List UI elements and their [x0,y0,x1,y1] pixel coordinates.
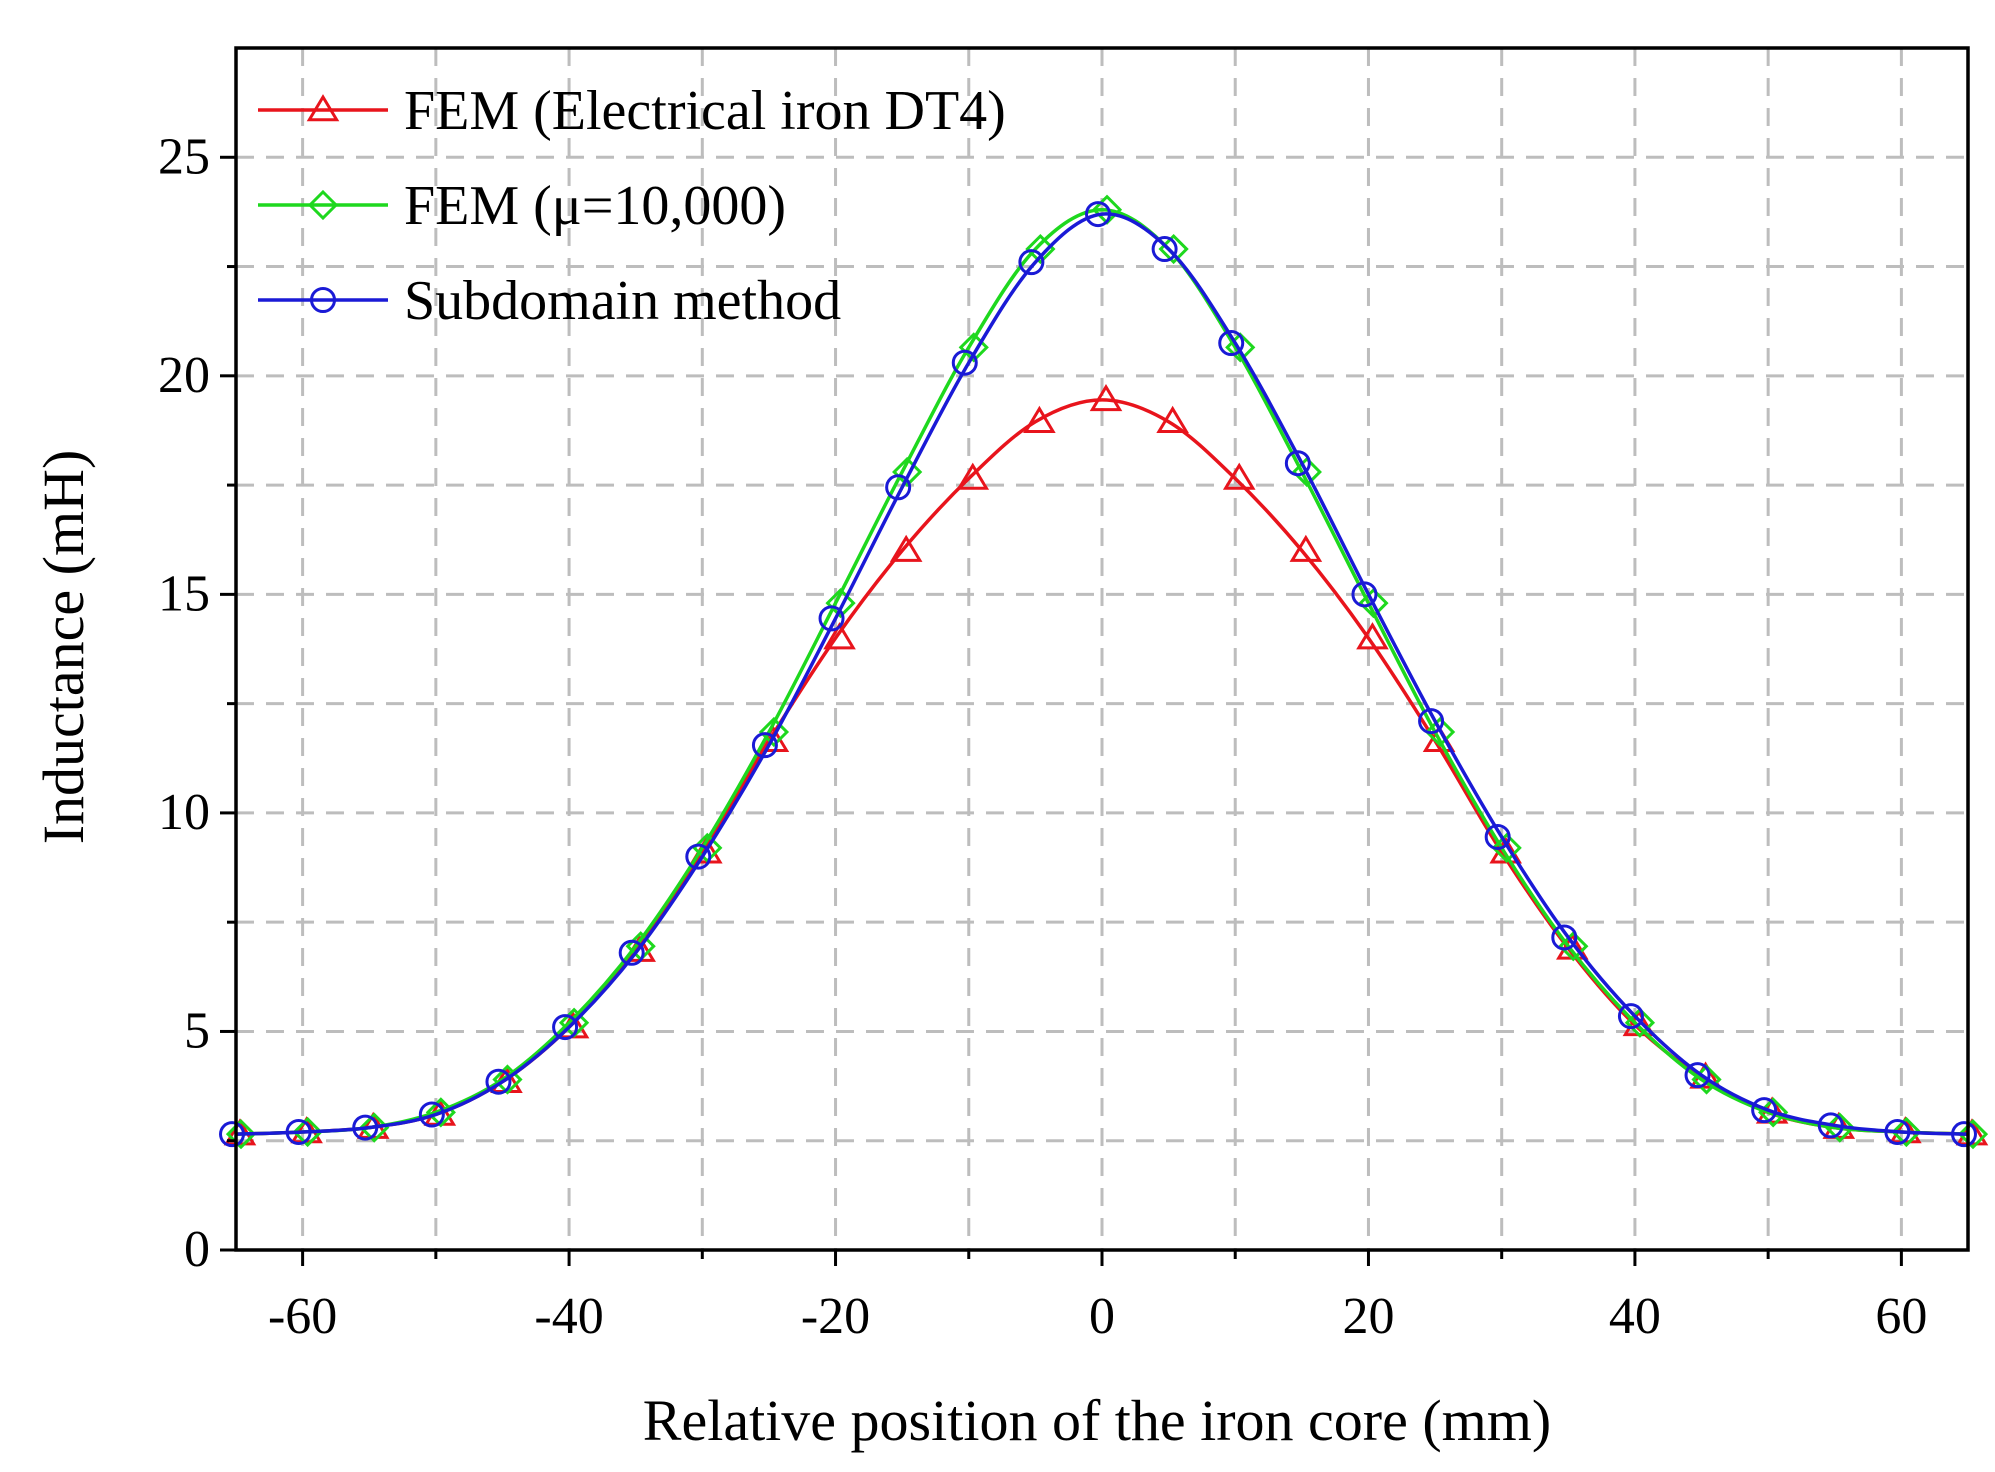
legend-marker [307,189,339,221]
data-point [552,1014,579,1041]
grid [236,48,1968,1250]
x-tick-label: -40 [534,1288,603,1345]
legend-label: FEM (μ=10,000) [404,175,786,237]
data-point [1351,581,1378,608]
data-point [1624,1007,1656,1038]
data-point [492,1064,523,1095]
y-tick-label: 15 [158,565,210,622]
data-point [1151,236,1178,263]
y-tick-label: 10 [158,784,210,841]
data-point [1218,330,1245,357]
legend-entry-3: Subdomain method [258,270,841,332]
y-tick-label: 25 [158,128,210,185]
data-point [758,716,790,748]
data-point [1284,450,1311,477]
data-point [1291,456,1322,488]
legend-label: FEM (Electrical iron DT4) [404,80,1006,142]
data-point [885,474,912,501]
x-axis-label: Relative position of the iron core (mm) [643,1388,1551,1453]
data-point [1617,1003,1644,1030]
legend-entry-2: FEM (μ=10,000) [258,175,786,237]
x-tick-label: 0 [1089,1288,1115,1345]
data-point [285,1118,312,1145]
legend-marker [306,94,340,122]
data-point [1289,534,1323,562]
data-point [1817,1112,1844,1139]
data-point [1691,1064,1722,1095]
legend-marker [310,287,336,313]
x-tick-label: 40 [1609,1288,1661,1345]
data-point [1891,1116,1922,1148]
data-point [1358,587,1389,619]
data-point [825,587,856,619]
x-tick-label: -20 [801,1288,870,1345]
y-tick-label: 5 [184,1002,210,1059]
data-point [1089,383,1123,412]
data-point [1684,1062,1711,1089]
series-group [219,194,1989,1150]
data-point [1222,462,1256,490]
data-point [1424,716,1456,748]
data-point [889,534,923,562]
data-point [1418,708,1445,735]
series-2 [225,194,1989,1150]
data-point [418,1101,445,1128]
data-point [1957,1119,1989,1150]
data-point [692,832,723,863]
data-point [1558,931,1589,962]
data-point [1551,924,1578,951]
data-point [1085,201,1111,228]
y-axis-label: Inductance (mH) [31,450,96,845]
y-tick-label: 0 [184,1221,210,1278]
data-point [485,1068,512,1095]
legend: FEM (Electrical iron DT4) FEM (μ=10,000) S… [258,80,1006,332]
data-point [1356,622,1389,650]
x-tick-label: 20 [1342,1288,1394,1345]
data-point [1018,249,1045,276]
axes: -60 -40 -20 0 20 40 60 0 5 10 15 20 25 [158,46,1970,1345]
data-point [751,732,778,759]
data-point [618,939,645,966]
series-line [235,212,1969,1136]
series-line [235,207,1969,1136]
data-point [1023,405,1056,433]
data-point [1156,405,1189,433]
data-point [1751,1097,1778,1124]
data-point [359,1112,390,1143]
data-point [1491,832,1522,863]
legend-entry-1: FEM (Electrical iron DT4) [258,80,1006,142]
data-point [1484,823,1511,850]
data-point [1225,332,1256,363]
y-tick-label: 20 [158,347,210,404]
data-point [352,1114,379,1141]
data-point [951,349,978,376]
data-point [818,605,845,632]
data-point [292,1116,323,1148]
x-tick-label: -60 [268,1288,337,1345]
data-point [956,462,990,490]
data-point [1025,233,1056,265]
series-3 [219,201,1977,1148]
data-point [892,456,923,488]
data-point [685,843,712,870]
legend-label: Subdomain method [404,270,841,332]
data-point [219,1121,245,1148]
data-point [225,1119,257,1150]
data-point [1884,1118,1911,1145]
data-point [823,622,856,650]
x-tick-label: 60 [1875,1288,1927,1345]
data-point [1951,1121,1977,1148]
